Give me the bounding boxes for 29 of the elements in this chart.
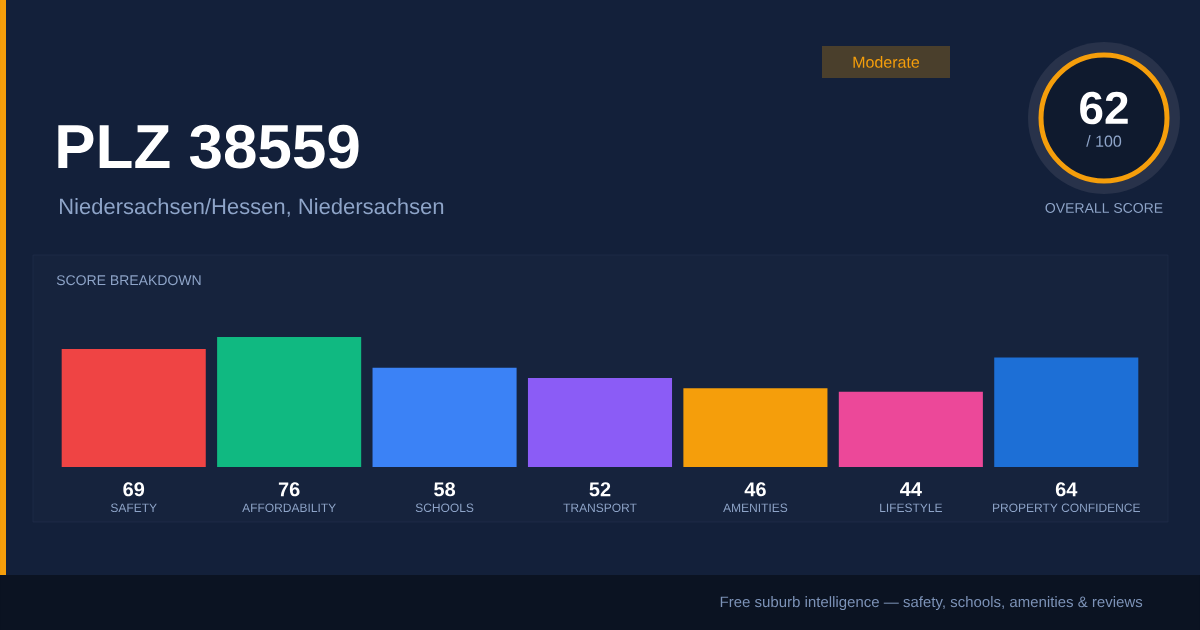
x-tick-label: LIFESTYLE [880, 503, 942, 513]
chart-subtitle: Niedersachsen/Hessen, Niedersachsen [60, 198, 444, 217]
data-label: 64 [1055, 482, 1078, 497]
text: Free suburb intelligence — safety, schools, amenities & reviews [720, 596, 1143, 611]
text: / 100 [1086, 135, 1122, 147]
data-label: 69 [123, 482, 145, 497]
x-tick-label: AMENITIES [723, 503, 788, 513]
text: SCORE BREAKDOWN [56, 275, 201, 286]
data-label: 52 [589, 482, 611, 497]
bar [683, 388, 828, 467]
bar [527, 378, 673, 467]
data-label: 76 [278, 482, 300, 497]
bar [838, 391, 983, 467]
chart-title: PLZ 38559 [58, 124, 359, 169]
bar [372, 367, 517, 467]
x-tick-label: SAFETY [110, 503, 157, 513]
text: 62 [1080, 91, 1128, 125]
x-tick-label: SCHOOLS [415, 503, 474, 513]
x-tick-label: AFFORDABILITY [242, 503, 336, 513]
bar [217, 336, 362, 467]
x-tick-label: PROPERTY CONFIDENCE [993, 503, 1140, 513]
bar [61, 348, 206, 467]
text: Moderate [853, 56, 920, 68]
data-label: 44 [900, 482, 922, 496]
data-label: 46 [744, 482, 766, 497]
data-label: 58 [434, 482, 456, 497]
bar [994, 357, 1139, 467]
x-tick-label: TRANSPORT [563, 503, 637, 513]
text: OVERALL SCORE [1045, 203, 1163, 213]
